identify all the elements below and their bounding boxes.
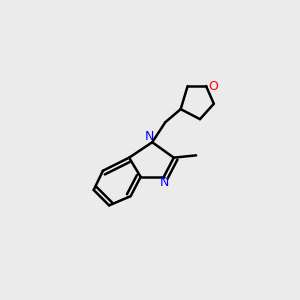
- Text: O: O: [208, 80, 218, 92]
- Text: N: N: [160, 176, 170, 189]
- Text: N: N: [145, 130, 154, 143]
